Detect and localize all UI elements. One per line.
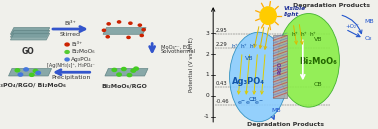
Circle shape bbox=[107, 23, 110, 25]
Text: Ag₃PO₄: Ag₃PO₄ bbox=[232, 77, 265, 86]
Text: e: e bbox=[246, 100, 250, 106]
Text: h⁺: h⁺ bbox=[292, 32, 299, 37]
Text: 0: 0 bbox=[206, 93, 209, 98]
Text: 2.95: 2.95 bbox=[215, 29, 227, 33]
Circle shape bbox=[65, 51, 69, 53]
Circle shape bbox=[24, 68, 28, 71]
Circle shape bbox=[15, 69, 20, 72]
Circle shape bbox=[138, 24, 141, 26]
Text: Degradation Products: Degradation Products bbox=[293, 3, 370, 8]
Text: VB: VB bbox=[314, 37, 322, 42]
Text: MB: MB bbox=[364, 19, 374, 24]
Text: Bi³⁺: Bi³⁺ bbox=[71, 42, 82, 47]
Circle shape bbox=[102, 29, 105, 31]
Circle shape bbox=[260, 7, 276, 24]
Ellipse shape bbox=[278, 14, 339, 107]
Polygon shape bbox=[8, 68, 51, 76]
Text: 3: 3 bbox=[206, 31, 209, 36]
Ellipse shape bbox=[229, 32, 287, 122]
Text: Potential (V vs NHE): Potential (V vs NHE) bbox=[189, 37, 194, 92]
Text: −: − bbox=[258, 98, 262, 103]
Circle shape bbox=[106, 36, 109, 38]
Text: GO: GO bbox=[22, 47, 35, 56]
Text: h⁺: h⁺ bbox=[232, 44, 239, 49]
Text: -0.46: -0.46 bbox=[215, 99, 229, 104]
Text: Precipitation: Precipitation bbox=[51, 75, 91, 80]
Text: VB: VB bbox=[245, 56, 253, 61]
Text: Ag₃PO₄/RGO/ Bi₂MoO₆: Ag₃PO₄/RGO/ Bi₂MoO₆ bbox=[0, 83, 66, 88]
Polygon shape bbox=[105, 68, 148, 76]
Text: Bi₂MoO₆: Bi₂MoO₆ bbox=[299, 57, 337, 66]
Text: Degradation Products: Degradation Products bbox=[247, 122, 324, 127]
Circle shape bbox=[140, 34, 143, 37]
Text: MoO₄²⁻, EG: MoO₄²⁻, EG bbox=[161, 45, 190, 50]
Text: −: − bbox=[249, 98, 254, 103]
Circle shape bbox=[127, 74, 132, 77]
Circle shape bbox=[142, 29, 145, 31]
Text: MB: MB bbox=[271, 108, 280, 113]
Circle shape bbox=[33, 69, 38, 72]
Text: Ag₃PO₄: Ag₃PO₄ bbox=[71, 57, 92, 62]
Text: h⁺: h⁺ bbox=[309, 32, 316, 37]
Text: Stirred: Stirred bbox=[60, 32, 81, 37]
Circle shape bbox=[118, 21, 121, 23]
Circle shape bbox=[36, 71, 40, 74]
Text: Bi³⁺: Bi³⁺ bbox=[64, 21, 76, 26]
Circle shape bbox=[134, 67, 138, 70]
Text: Bi₂MoO₆/RGO: Bi₂MoO₆/RGO bbox=[102, 83, 148, 88]
Text: 1: 1 bbox=[206, 72, 209, 77]
Polygon shape bbox=[11, 30, 50, 37]
Text: Bi₂MoO₆: Bi₂MoO₆ bbox=[71, 50, 95, 54]
Text: Visible
light: Visible light bbox=[284, 6, 306, 17]
Circle shape bbox=[65, 58, 69, 61]
Circle shape bbox=[131, 69, 135, 72]
Text: RGO: RGO bbox=[278, 61, 283, 74]
Text: CB: CB bbox=[248, 97, 257, 102]
Polygon shape bbox=[11, 28, 50, 34]
Text: h⁺: h⁺ bbox=[249, 44, 256, 49]
Circle shape bbox=[127, 36, 130, 38]
Text: e: e bbox=[237, 100, 241, 106]
Circle shape bbox=[129, 22, 132, 24]
Text: Solvothermal: Solvothermal bbox=[161, 49, 196, 54]
Text: +O₂⁻: +O₂⁻ bbox=[345, 23, 359, 29]
Text: h⁺: h⁺ bbox=[241, 44, 247, 49]
Circle shape bbox=[29, 73, 34, 76]
Text: 2.29: 2.29 bbox=[215, 42, 227, 47]
Circle shape bbox=[112, 68, 116, 71]
Text: -1: -1 bbox=[204, 114, 209, 119]
Text: CB: CB bbox=[314, 82, 322, 87]
Circle shape bbox=[122, 67, 126, 71]
Text: −: − bbox=[241, 98, 245, 103]
Circle shape bbox=[18, 73, 23, 76]
Text: O₂: O₂ bbox=[364, 36, 372, 41]
Text: 0.43: 0.43 bbox=[215, 81, 227, 86]
Circle shape bbox=[117, 73, 121, 76]
Text: h⁺: h⁺ bbox=[301, 32, 307, 37]
Text: 2: 2 bbox=[206, 52, 209, 57]
Bar bbox=[273, 35, 287, 98]
Text: [Ag(NH₃)₂]⁺, H₃PO₄⁻: [Ag(NH₃)₂]⁺, H₃PO₄⁻ bbox=[47, 63, 95, 68]
Polygon shape bbox=[103, 28, 146, 34]
Polygon shape bbox=[11, 33, 50, 40]
Text: e: e bbox=[255, 100, 259, 106]
Circle shape bbox=[65, 43, 69, 46]
